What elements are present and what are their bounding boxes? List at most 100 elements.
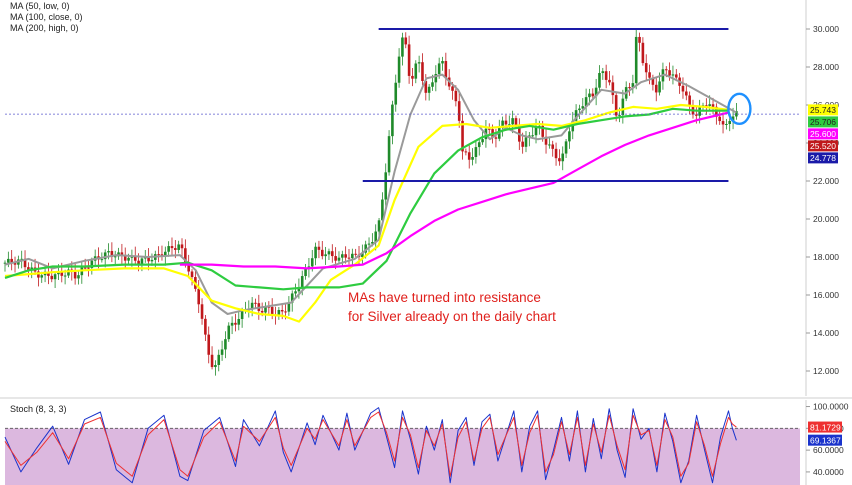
price-tick-label: 22.000 [813, 176, 839, 186]
stoch-title: Stoch (8, 3, 3) [10, 404, 67, 414]
candle-down [681, 85, 685, 92]
candle-up [220, 349, 224, 355]
candle-up [474, 147, 478, 157]
legend-ma100: MA (100, close, 0) [10, 12, 83, 22]
candle-down [454, 90, 458, 102]
candle-down [23, 258, 27, 268]
stoch-label-box [808, 421, 842, 433]
candle-up [601, 71, 605, 74]
candle-up [511, 118, 514, 125]
candle-up [588, 93, 591, 98]
candle-up [434, 74, 438, 83]
candle-up [631, 83, 635, 88]
candle-down [170, 246, 174, 249]
stoch-band [5, 428, 800, 485]
candle-down [451, 86, 454, 91]
candle-down [347, 257, 351, 259]
candle-up [40, 275, 44, 278]
candle-down [514, 118, 518, 126]
candle-down [284, 311, 287, 313]
price-label-text: 25.706 [810, 117, 836, 127]
candle-down [648, 72, 651, 78]
stoch-label-text: 81.1729 [810, 422, 841, 432]
candle-down [404, 37, 408, 45]
price-label-box [808, 152, 838, 164]
candle-up [20, 258, 23, 260]
candle-down [558, 158, 561, 162]
candle-up [327, 251, 331, 255]
candle-up [314, 246, 317, 259]
candle-down [334, 256, 337, 261]
candle-down [207, 334, 211, 355]
candle-up [230, 322, 234, 326]
candle-up [731, 116, 735, 122]
candle-up [397, 56, 401, 83]
candle-up [574, 110, 578, 121]
candle-down [47, 271, 50, 276]
candle-up [481, 139, 484, 143]
candle-up [581, 106, 585, 109]
candle-up [658, 81, 661, 93]
candle-up [437, 63, 441, 75]
candle-up [534, 127, 538, 136]
candle-up [214, 364, 217, 368]
legend-ma200: MA (200, high, 0) [10, 23, 79, 33]
candle-down [608, 79, 611, 83]
candle-up [621, 98, 625, 116]
candle-up [227, 325, 231, 340]
candle-down [444, 61, 448, 78]
candle-up [67, 269, 70, 276]
candle-down [644, 63, 648, 73]
candle-up [63, 275, 67, 277]
candle-up [414, 63, 418, 79]
candle-up [304, 268, 307, 277]
candle-down [464, 151, 468, 153]
candle-down [651, 77, 655, 85]
candle-up [127, 257, 130, 261]
candle-up [140, 258, 144, 264]
candle-down [50, 275, 54, 280]
candle-down [73, 271, 77, 279]
candle-down [123, 255, 127, 261]
candle-down [664, 69, 668, 71]
candle-down [551, 144, 555, 149]
candle-up [594, 87, 598, 97]
candle-down [688, 95, 691, 106]
candle-up [237, 319, 241, 325]
price-label-text: 25.743 [810, 105, 836, 115]
candle-up [708, 104, 711, 106]
candle-down [521, 141, 524, 147]
candle-up [441, 61, 444, 64]
candle-up [431, 82, 434, 87]
candle-up [584, 97, 588, 107]
candle-down [628, 87, 631, 89]
candle-down [354, 253, 357, 255]
price-tick-label: 18.000 [813, 252, 839, 262]
candle-up [725, 123, 728, 125]
candle-down [544, 136, 548, 145]
candle-down [254, 302, 257, 304]
candle-down [27, 267, 30, 271]
candle-up [113, 256, 117, 258]
candle-down [344, 254, 347, 258]
candle-up [394, 82, 398, 105]
candle-down [210, 354, 214, 368]
candle-down [133, 255, 137, 261]
annotation-line-1: MAs have turned into resistance [348, 290, 541, 305]
price-tick-label: 12.000 [813, 366, 839, 376]
candle-up [300, 276, 304, 288]
candle-up [427, 86, 431, 93]
candle-down [611, 82, 615, 96]
candle-up [367, 243, 371, 245]
candle-up [290, 293, 294, 303]
candle-down [638, 36, 641, 43]
candle-up [294, 291, 297, 294]
candle-down [270, 306, 274, 315]
candle-down [37, 271, 40, 278]
candle-up [264, 306, 267, 313]
candle-down [614, 95, 618, 116]
price-label-box [808, 140, 838, 152]
stoch-tick-label: 60.0000 [813, 445, 844, 455]
candle-down [13, 262, 17, 265]
candle-up [7, 258, 10, 263]
